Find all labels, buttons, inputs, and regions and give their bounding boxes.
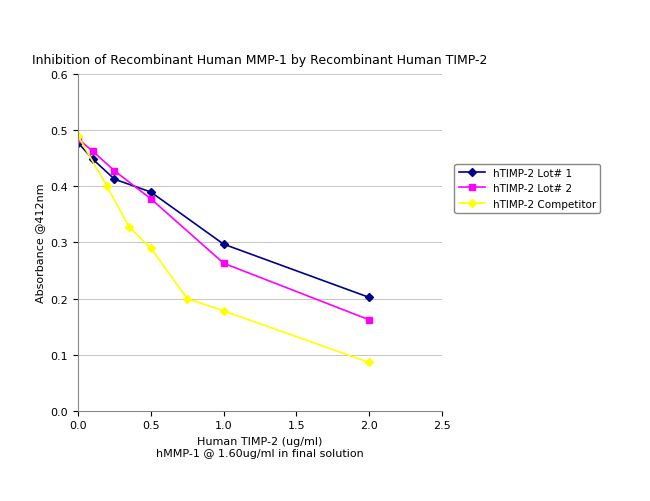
hTIMP-2 Competitor [365, 360, 373, 366]
X-axis label: Human TIMP-2 (ug/ml)
hMMP-1 @ 1.60ug/ml in final solution: Human TIMP-2 (ug/ml) hMMP-1 @ 1.60ug/ml … [156, 436, 364, 457]
hTIMP-2 Lot# 2 [220, 261, 228, 267]
hTIMP-2 Lot# 2 [111, 168, 118, 174]
hTIMP-2 Competitor [74, 134, 82, 140]
hTIMP-2 Lot# 1 [365, 295, 373, 301]
Y-axis label: Absorbance @412nm: Absorbance @412nm [35, 183, 45, 303]
hTIMP-2 Lot# 1 [74, 140, 82, 146]
hTIMP-2 Lot# 1 [111, 177, 118, 183]
hTIMP-2 Competitor [183, 296, 191, 302]
hTIMP-2 Competitor [147, 245, 155, 252]
Title: Inhibition of Recombinant Human MMP-1 by Recombinant Human TIMP-2: Inhibition of Recombinant Human MMP-1 by… [32, 54, 487, 67]
hTIMP-2 Lot# 1 [220, 241, 228, 247]
Line: hTIMP-2 Lot# 1: hTIMP-2 Lot# 1 [75, 141, 372, 301]
hTIMP-2 Lot# 2 [147, 196, 155, 202]
hTIMP-2 Lot# 1 [88, 157, 96, 163]
hTIMP-2 Competitor [125, 224, 133, 230]
hTIMP-2 Lot# 2 [88, 149, 96, 155]
hTIMP-2 Lot# 2 [365, 317, 373, 323]
hTIMP-2 Lot# 1 [147, 189, 155, 195]
hTIMP-2 Lot# 2 [74, 136, 82, 142]
Line: hTIMP-2 Competitor: hTIMP-2 Competitor [75, 134, 372, 366]
Legend: hTIMP-2 Lot# 1, hTIMP-2 Lot# 2, hTIMP-2 Competitor: hTIMP-2 Lot# 1, hTIMP-2 Lot# 2, hTIMP-2 … [454, 164, 601, 213]
hTIMP-2 Competitor [220, 308, 228, 314]
Line: hTIMP-2 Lot# 2: hTIMP-2 Lot# 2 [75, 137, 372, 323]
hTIMP-2 Competitor [103, 184, 111, 190]
